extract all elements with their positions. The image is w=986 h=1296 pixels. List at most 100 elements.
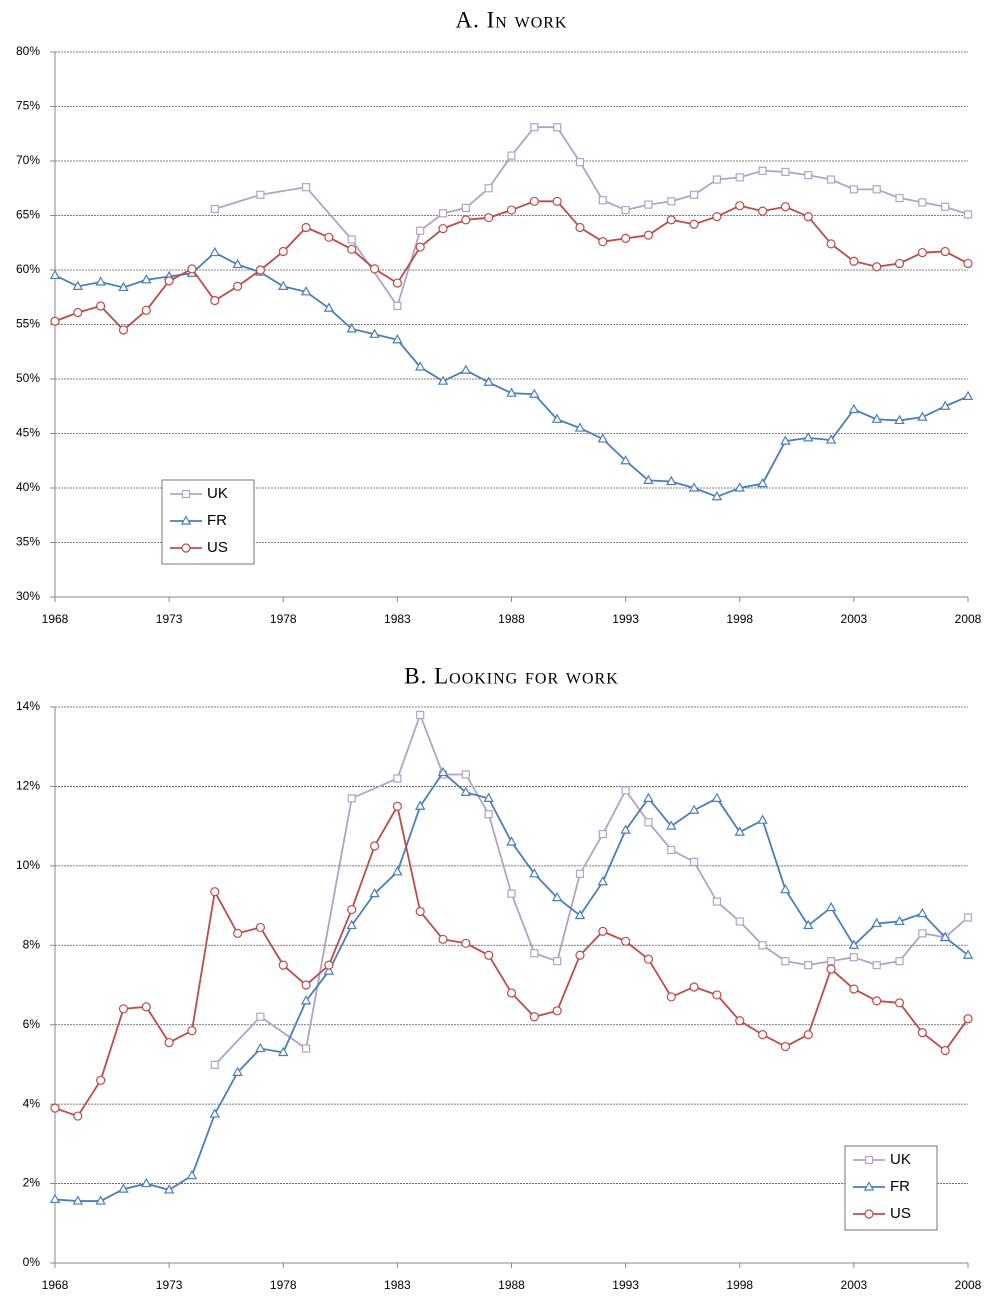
marker	[164, 1037, 174, 1048]
marker	[688, 482, 700, 492]
x-tick-label: 2008	[955, 612, 982, 626]
marker	[346, 919, 357, 930]
marker	[940, 1045, 950, 1056]
marker	[484, 213, 494, 223]
marker	[415, 906, 425, 917]
marker	[689, 982, 699, 992]
marker	[181, 543, 191, 553]
x-tick-label: 1968	[42, 612, 69, 626]
marker	[369, 328, 380, 338]
marker	[757, 1030, 768, 1040]
marker	[863, 1181, 875, 1191]
x-tick-label: 1988	[498, 612, 525, 626]
marker	[49, 269, 61, 280]
y-tick-label: 50%	[16, 371, 40, 385]
marker	[825, 901, 837, 912]
marker	[712, 175, 722, 184]
marker	[141, 305, 151, 315]
y-tick-label: 10%	[16, 858, 40, 872]
marker	[209, 246, 220, 257]
x-tick-label: 1968	[42, 1278, 69, 1292]
marker	[939, 931, 951, 941]
series-line	[214, 126, 969, 309]
legend-label: US	[890, 1205, 911, 1222]
marker	[393, 301, 402, 311]
marker	[437, 766, 449, 777]
marker	[118, 1004, 129, 1014]
marker	[621, 786, 630, 795]
marker	[711, 490, 723, 501]
x-tick-label: 1993	[612, 1278, 639, 1292]
marker	[917, 1028, 927, 1038]
marker	[210, 295, 220, 306]
marker	[735, 917, 744, 926]
marker	[689, 219, 699, 229]
marker	[369, 841, 380, 851]
y-tick-label: 14%	[16, 699, 40, 713]
marker	[894, 998, 905, 1008]
marker	[712, 897, 722, 906]
y-tick-label: 0%	[23, 1255, 41, 1269]
marker	[416, 710, 425, 720]
marker	[872, 996, 882, 1006]
marker	[181, 489, 191, 499]
marker	[392, 278, 402, 288]
marker	[734, 482, 745, 492]
marker	[757, 814, 768, 824]
marker	[392, 801, 402, 811]
marker	[804, 171, 813, 180]
marker	[437, 375, 449, 385]
marker	[369, 264, 380, 274]
marker	[300, 286, 312, 296]
marker	[484, 950, 494, 960]
marker	[667, 197, 676, 206]
marker	[849, 256, 859, 266]
marker	[917, 411, 928, 421]
x-tick-label: 1998	[726, 1278, 753, 1292]
legend: UK FR US	[844, 1145, 938, 1231]
marker	[461, 938, 471, 948]
marker	[95, 276, 106, 286]
marker	[461, 770, 470, 779]
marker	[758, 941, 767, 950]
marker	[460, 786, 472, 796]
marker	[575, 950, 585, 960]
x-tick-label: 1978	[270, 1278, 297, 1292]
marker	[232, 1066, 243, 1076]
marker	[735, 1016, 745, 1026]
marker	[666, 992, 676, 1002]
marker	[210, 1060, 219, 1069]
marker	[826, 964, 836, 974]
marker	[187, 264, 197, 274]
marker	[598, 926, 608, 936]
marker	[758, 166, 767, 175]
marker	[666, 475, 677, 486]
marker	[963, 1014, 973, 1024]
marker	[416, 226, 425, 235]
marker	[941, 202, 950, 211]
y-tick-label: 12%	[16, 779, 40, 793]
marker	[141, 1177, 152, 1188]
x-tick-label: 1998	[726, 612, 753, 626]
marker	[415, 242, 425, 252]
x-tick-label: 1993	[612, 612, 639, 626]
marker	[278, 1046, 289, 1057]
marker	[256, 1012, 265, 1021]
marker	[301, 183, 311, 192]
marker	[963, 210, 973, 219]
marker	[872, 185, 881, 194]
marker	[917, 247, 927, 258]
marker	[553, 957, 562, 966]
marker	[735, 201, 745, 211]
marker	[551, 413, 563, 423]
marker	[644, 818, 653, 827]
marker	[848, 939, 860, 949]
marker	[734, 826, 745, 836]
marker	[666, 215, 676, 225]
marker	[347, 235, 356, 244]
marker	[918, 929, 927, 938]
marker	[232, 258, 243, 269]
legend-label: US	[207, 539, 228, 556]
marker	[848, 403, 860, 414]
